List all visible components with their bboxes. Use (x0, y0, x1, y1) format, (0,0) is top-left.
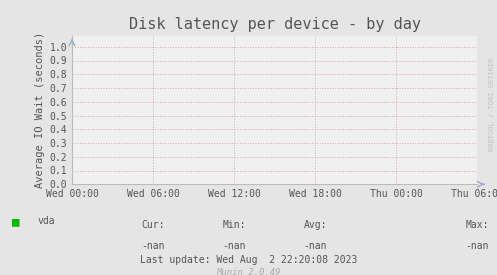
Text: -nan: -nan (222, 241, 246, 251)
Text: Max:: Max: (465, 221, 489, 230)
Text: Cur:: Cur: (141, 221, 165, 230)
Text: -nan: -nan (141, 241, 165, 251)
Text: Min:: Min: (222, 221, 246, 230)
Text: Last update: Wed Aug  2 22:20:08 2023: Last update: Wed Aug 2 22:20:08 2023 (140, 255, 357, 265)
Text: Munin 2.0.49: Munin 2.0.49 (216, 268, 281, 275)
Text: -nan: -nan (465, 241, 489, 251)
Text: RRDTOOL / TOBI OETIKER: RRDTOOL / TOBI OETIKER (489, 58, 495, 151)
Text: Avg:: Avg: (303, 221, 327, 230)
Title: Disk latency per device - by day: Disk latency per device - by day (129, 17, 420, 32)
Text: ■: ■ (12, 215, 20, 228)
Y-axis label: Average IO Wait (seconds): Average IO Wait (seconds) (35, 32, 45, 188)
Text: vda: vda (37, 216, 55, 226)
Text: -nan: -nan (303, 241, 327, 251)
